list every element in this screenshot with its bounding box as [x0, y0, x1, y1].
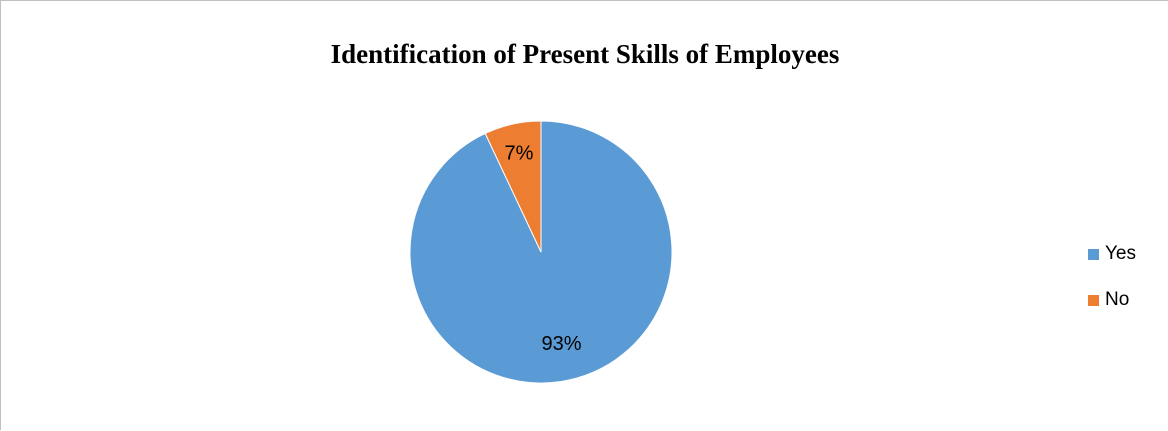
legend-label-no: No: [1105, 289, 1130, 310]
data-label-no: 7%: [505, 143, 534, 165]
pie-slice-no: [484, 120, 542, 253]
chart-title: Identification of Present Skills of Empl…: [330, 39, 840, 69]
legend-item-no: No: [1088, 289, 1136, 310]
legend-swatch-no: [1088, 294, 1099, 306]
data-label-yes: 93%: [542, 333, 582, 355]
legend-label-yes: Yes: [1105, 243, 1136, 264]
legend-item-yes: Yes: [1088, 243, 1136, 264]
pie-slices: [409, 120, 673, 384]
legend-swatch-yes: [1088, 248, 1099, 260]
pie-data-labels: 93% 7%: [505, 143, 582, 355]
legend: Yes No: [1088, 243, 1136, 336]
